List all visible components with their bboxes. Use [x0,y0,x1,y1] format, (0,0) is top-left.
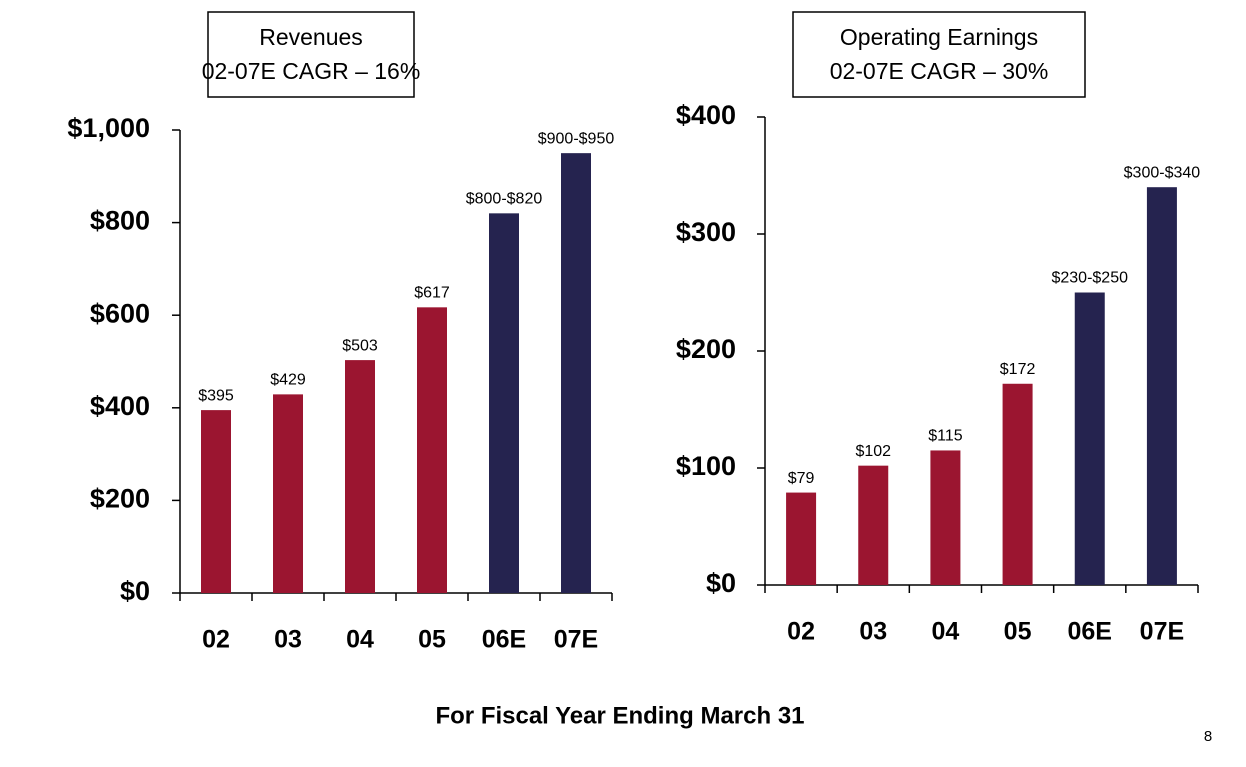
x-tick-label: 02 [202,626,230,654]
y-tick-label: $1,000 [67,113,150,143]
x-tick-label: 06E [482,626,526,654]
x-tick-label: 05 [418,626,446,654]
x-tick-label: 06E [1068,618,1112,646]
y-tick-label: $200 [676,334,736,364]
value-label: $900-$950 [538,130,615,147]
value-label: $429 [270,372,306,389]
value-label: $172 [1000,361,1036,378]
bar [1002,383,1033,585]
bar [930,450,961,585]
x-tick-label: 03 [274,626,302,654]
y-tick-label: $800 [90,206,150,236]
x-tick-label: 02 [787,618,815,646]
y-tick-label: $0 [120,576,150,606]
bar [561,153,591,593]
y-tick-label: $600 [90,298,150,328]
title-box [207,11,415,98]
x-tick-label: 05 [1004,618,1032,646]
chart-title: Operating Earnings [840,24,1038,50]
bar [201,410,231,593]
bar [786,492,817,585]
value-label: $617 [414,285,450,302]
chart-title: Revenues [259,24,363,50]
value-label: $115 [928,428,963,445]
value-label: $300-$340 [1124,164,1201,181]
y-tick-label: $0 [706,568,736,598]
value-label: $503 [342,337,378,354]
chart-subtitle: 02-07E CAGR – 16% [202,58,421,84]
x-tick-label: 04 [932,618,960,646]
x-tick-label: 03 [859,618,887,646]
x-tick-label: 04 [346,626,374,654]
bar [417,307,447,593]
page-number: 8 [1204,728,1212,745]
bar [273,394,303,593]
y-tick-label: $200 [90,484,150,514]
chart-subtitle: 02-07E CAGR – 30% [830,58,1049,84]
x-tick-label: 07E [554,626,598,654]
x-tick-label: 07E [1140,618,1184,646]
value-label: $395 [198,387,234,404]
y-tick-label: $400 [676,100,736,130]
value-label: $79 [788,470,815,487]
bar [489,213,519,593]
bar [1074,292,1105,585]
footer: For Fiscal Year Ending March 31 [435,702,804,729]
y-tick-label: $300 [676,217,736,247]
y-tick-label: $100 [676,451,736,481]
value-label: $230-$250 [1051,270,1128,287]
title-box [792,11,1086,98]
bar [1146,187,1177,585]
bar [858,465,889,585]
y-tick-label: $400 [90,391,150,421]
value-label: $102 [855,443,891,460]
bar [345,360,375,593]
value-label: $800-$820 [466,191,543,208]
